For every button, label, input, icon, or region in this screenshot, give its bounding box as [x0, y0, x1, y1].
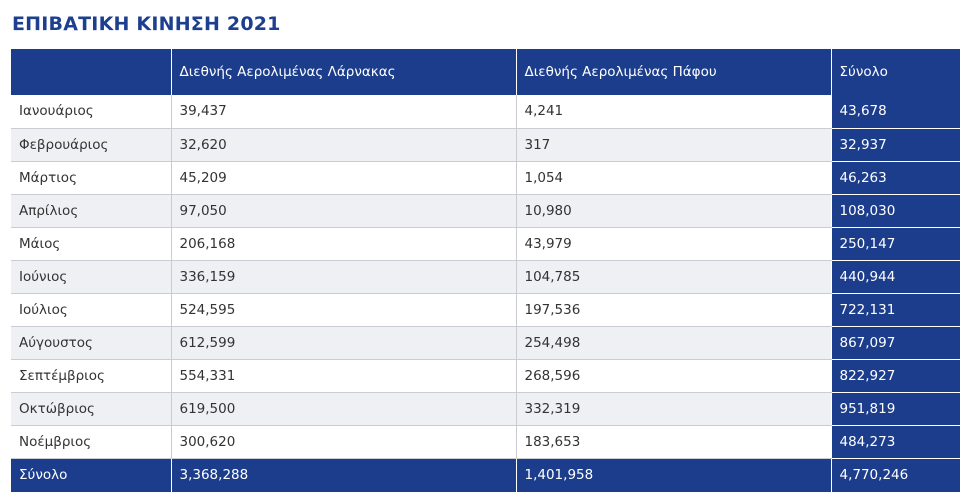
total-cell: 46,263: [830, 161, 960, 195]
paphos-cell: 332,319: [515, 392, 831, 426]
table-row: Νοέμβριος 300,620 183,653 484,273: [11, 425, 960, 459]
month-cell: Ιανουάριος: [11, 95, 171, 129]
larnaca-cell: 612,599: [170, 326, 516, 360]
footer-paphos-total: 1,401,958: [515, 458, 831, 492]
month-cell: Σεπτέμβριος: [11, 359, 171, 393]
header-month: [11, 49, 171, 95]
footer-grand-total: 4,770,246: [830, 458, 960, 492]
table-row: Μάρτιος 45,209 1,054 46,263: [11, 161, 960, 195]
larnaca-cell: 39,437: [170, 95, 516, 129]
total-cell: 722,131: [830, 293, 960, 327]
table-row: Ιούλιος 524,595 197,536 722,131: [11, 293, 960, 327]
table-row: Ιανουάριος 39,437 4,241 43,678: [11, 95, 960, 129]
table-row: Αύγουστος 612,599 254,498 867,097: [11, 326, 960, 360]
larnaca-cell: 45,209: [170, 161, 516, 195]
page-title: ΕΠΙΒΑΤΙΚΗ ΚΙΝΗΣΗ 2021: [12, 13, 281, 35]
table-row: Απρίλιος 97,050 10,980 108,030: [11, 194, 960, 228]
paphos-cell: 10,980: [515, 194, 831, 228]
month-cell: Αύγουστος: [11, 326, 171, 360]
larnaca-cell: 97,050: [170, 194, 516, 228]
larnaca-cell: 336,159: [170, 260, 516, 294]
table-row: Μάιος 206,168 43,979 250,147: [11, 227, 960, 261]
table-row: Σεπτέμβριος 554,331 268,596 822,927: [11, 359, 960, 393]
total-cell: 32,937: [830, 128, 960, 162]
month-cell: Οκτώβριος: [11, 392, 171, 426]
passenger-traffic-table: Διεθνής Αερολιμένας Λάρνακας Διεθνής Αερ…: [11, 49, 960, 492]
table-row: Οκτώβριος 619,500 332,319 951,819: [11, 392, 960, 426]
footer-larnaca-total: 3,368,288: [170, 458, 516, 492]
paphos-cell: 197,536: [515, 293, 831, 327]
table-body: Ιανουάριος 39,437 4,241 43,678 Φεβρουάριος 32…: [11, 95, 960, 459]
total-cell: 951,819: [830, 392, 960, 426]
header-larnaca: Διεθνής Αερολιμένας Λάρνακας: [170, 49, 516, 95]
paphos-cell: 43,979: [515, 227, 831, 261]
larnaca-cell: 554,331: [170, 359, 516, 393]
table-header: Διεθνής Αερολιμένας Λάρνακας Διεθνής Αερ…: [11, 49, 960, 95]
month-cell: Φεβρουάριος: [11, 128, 171, 162]
total-cell: 822,927: [830, 359, 960, 393]
table-row: Ιούνιος 336,159 104,785 440,944: [11, 260, 960, 294]
table-footer: Σύνολο 3,368,288 1,401,958 4,770,246: [11, 458, 960, 492]
larnaca-cell: 619,500: [170, 392, 516, 426]
larnaca-cell: 300,620: [170, 425, 516, 459]
footer-label: Σύνολο: [11, 458, 171, 492]
total-cell: 867,097: [830, 326, 960, 360]
header-paphos: Διεθνής Αερολιμένας Πάφου: [515, 49, 831, 95]
footer-total-row: Σύνολο 3,368,288 1,401,958 4,770,246: [11, 458, 960, 492]
total-cell: 484,273: [830, 425, 960, 459]
header-row: Διεθνής Αερολιμένας Λάρνακας Διεθνής Αερ…: [11, 49, 960, 95]
total-cell: 108,030: [830, 194, 960, 228]
paphos-cell: 1,054: [515, 161, 831, 195]
paphos-cell: 4,241: [515, 95, 831, 129]
month-cell: Ιούνιος: [11, 260, 171, 294]
larnaca-cell: 206,168: [170, 227, 516, 261]
paphos-cell: 268,596: [515, 359, 831, 393]
larnaca-cell: 32,620: [170, 128, 516, 162]
paphos-cell: 317: [515, 128, 831, 162]
larnaca-cell: 524,595: [170, 293, 516, 327]
header-total: Σύνολο: [830, 49, 960, 95]
total-cell: 250,147: [830, 227, 960, 261]
paphos-cell: 183,653: [515, 425, 831, 459]
total-cell: 43,678: [830, 95, 960, 129]
total-cell: 440,944: [830, 260, 960, 294]
paphos-cell: 104,785: [515, 260, 831, 294]
paphos-cell: 254,498: [515, 326, 831, 360]
month-cell: Μάρτιος: [11, 161, 171, 195]
month-cell: Μάιος: [11, 227, 171, 261]
table-row: Φεβρουάριος 32,620 317 32,937: [11, 128, 960, 162]
month-cell: Απρίλιος: [11, 194, 171, 228]
month-cell: Νοέμβριος: [11, 425, 171, 459]
month-cell: Ιούλιος: [11, 293, 171, 327]
